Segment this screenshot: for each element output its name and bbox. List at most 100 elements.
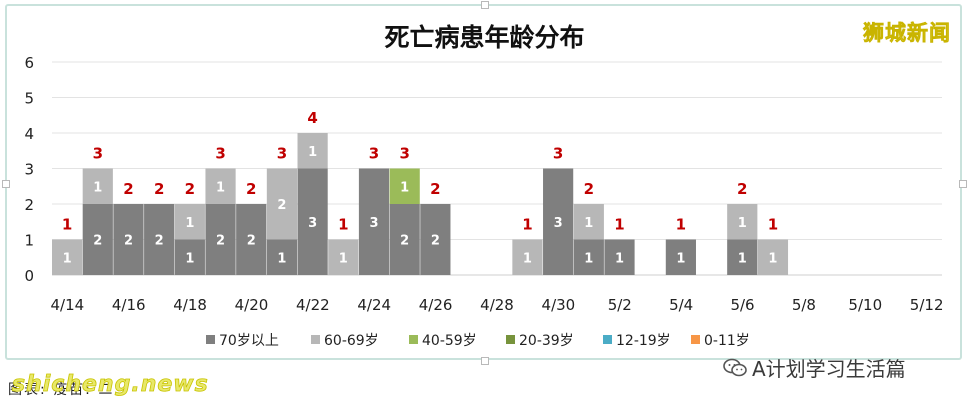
y-tick-label: 5 [24, 90, 34, 108]
bar-segment [757, 239, 789, 275]
bar-segment [82, 204, 113, 275]
bar-segment [573, 204, 604, 240]
bar-segment-label: 1 [676, 251, 685, 266]
legend-swatch [603, 335, 612, 344]
bar-segment-label: 1 [738, 251, 747, 266]
bar-segment-label: 2 [124, 234, 133, 249]
bar-segment [236, 204, 267, 275]
bar-segment-label: 2 [93, 234, 102, 249]
bar-segment [604, 239, 635, 275]
x-tick-label: 5/4 [669, 296, 693, 314]
x-tick-label: 4/20 [235, 296, 269, 314]
legend-swatch [206, 335, 215, 344]
bar-segment [144, 204, 175, 275]
x-tick-label: 5/8 [792, 296, 816, 314]
x-tick-label: 4/16 [112, 296, 146, 314]
y-tick-label: 2 [24, 196, 34, 214]
bar-segment-label: 2 [277, 198, 286, 213]
bar-segment-label: 2 [400, 234, 409, 249]
x-tick-label: 5/2 [608, 296, 632, 314]
bar-segment-label: 1 [738, 216, 747, 231]
total-label: 3 [277, 145, 287, 163]
total-label: 3 [93, 145, 103, 163]
total-label: 1 [676, 216, 686, 234]
y-tick-label: 3 [24, 161, 34, 179]
bar-segment-label: 2 [155, 234, 164, 249]
legend-label: 60-69岁 [324, 333, 379, 349]
bar-segment [205, 204, 236, 275]
x-tick-label: 5/12 [910, 296, 944, 314]
news-watermark: 狮城新闻 [863, 21, 951, 46]
bar-segment [328, 239, 359, 275]
bar-segment-label: 1 [523, 251, 532, 266]
legend-label: 40-59岁 [422, 333, 477, 349]
total-label: 2 [584, 180, 594, 198]
wechat-account: A计划学习生活篇 [722, 353, 906, 382]
bar-segment [512, 239, 543, 275]
x-tick-label: 4/28 [480, 296, 514, 314]
x-tick-label: 4/30 [542, 296, 576, 314]
total-label: 1 [768, 216, 778, 234]
wechat-icon [723, 358, 747, 376]
bar-segment-label: 2 [247, 234, 256, 249]
total-label: 3 [369, 145, 379, 163]
bar-segment [389, 168, 420, 204]
bar-segment [174, 204, 205, 240]
bar-segment-label: 1 [63, 251, 72, 266]
y-tick-label: 4 [24, 125, 34, 143]
total-label: 1 [338, 216, 348, 234]
bar-segment-label: 1 [768, 251, 777, 266]
total-label: 2 [154, 180, 164, 198]
resize-handle-top[interactable] [481, 1, 489, 9]
y-tick-label: 1 [24, 232, 34, 250]
bar-segment-label: 1 [584, 251, 593, 266]
total-label: 2 [123, 180, 133, 198]
bar-segment-label: 1 [308, 145, 317, 160]
legend-swatch [409, 335, 418, 344]
legend-swatch [691, 335, 700, 344]
bar-segment-label: 1 [185, 251, 194, 266]
bar-segment-label: 2 [216, 234, 225, 249]
bar-segment [297, 133, 328, 169]
bar-segment-label: 1 [339, 251, 348, 266]
bar-segment-label: 1 [277, 251, 286, 266]
bar-segment [82, 168, 113, 204]
caption-text: 图表: 疫苗: 二 [8, 382, 115, 398]
bar-segment [113, 204, 144, 275]
bar-segment-label: 1 [400, 180, 409, 195]
bar-segment-label: 1 [93, 180, 102, 195]
legend-label: 20-39岁 [519, 333, 574, 349]
y-tick-label: 0 [24, 267, 34, 285]
bar-segment [205, 168, 236, 204]
legend-label: 12-19岁 [616, 333, 671, 349]
total-label: 2 [185, 180, 195, 198]
x-tick-label: 4/22 [296, 296, 330, 314]
legend-label: 0-11岁 [704, 333, 750, 349]
x-tick-label: 4/14 [51, 296, 85, 314]
bar-segment-label: 3 [554, 216, 563, 231]
bar-segment-label: 1 [185, 216, 194, 231]
bar-segment [297, 168, 328, 275]
bar-segment [573, 239, 604, 275]
total-label: 1 [62, 216, 72, 234]
legend-swatch [506, 335, 515, 344]
bar-segment-label: 3 [369, 216, 378, 231]
bar-segment-label: 1 [615, 251, 624, 266]
total-label: 2 [430, 180, 440, 198]
resize-handle-left[interactable] [2, 180, 10, 188]
bar-segment-label: 1 [584, 216, 593, 231]
x-tick-label: 5/6 [730, 296, 754, 314]
bar-segment-label: 1 [216, 180, 225, 195]
resize-handle-bottom[interactable] [481, 357, 489, 365]
x-tick-label: 4/24 [357, 296, 391, 314]
bar-segment [543, 168, 574, 275]
site-watermark: shicheng.news [12, 372, 209, 398]
total-label: 3 [399, 145, 409, 163]
resize-handle-right[interactable] [959, 180, 967, 188]
bar-segment [665, 239, 696, 275]
bar-segment-label: 3 [308, 216, 317, 231]
legend-label: 70岁以上 [219, 333, 279, 349]
total-label: 3 [553, 145, 563, 163]
bar-segment [420, 204, 451, 275]
